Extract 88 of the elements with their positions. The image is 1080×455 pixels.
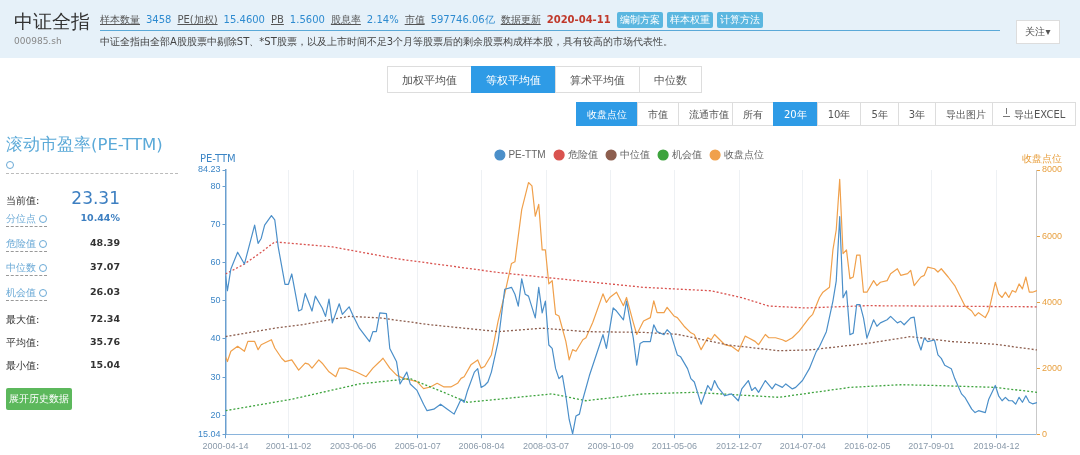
text: 3458 xyxy=(146,14,172,25)
text: 平均值: xyxy=(6,336,40,350)
legend-label: 机会值 xyxy=(671,148,702,160)
text: 等权平均值 xyxy=(471,66,556,93)
text: 样本数量 xyxy=(100,14,140,25)
text: 最小值: xyxy=(6,359,40,373)
text: 当前值: xyxy=(6,194,40,208)
text: 中证全指 xyxy=(14,9,90,34)
legend-label: 中位值 xyxy=(619,148,650,160)
line-series xyxy=(225,241,1037,309)
y-tick-label: 70 xyxy=(210,218,221,229)
text: 市值 xyxy=(637,102,679,126)
text: 分位点 xyxy=(6,212,47,227)
text: 72.34 xyxy=(88,313,120,324)
text: 10年 xyxy=(816,102,862,126)
text: 37.07 xyxy=(88,261,120,272)
text: 35.76 xyxy=(88,336,120,347)
x-tick-label: 2011-05-06 xyxy=(651,441,698,452)
text: 机会值 xyxy=(6,286,47,301)
text: 计算方法 xyxy=(716,12,763,28)
text: 数据更新 xyxy=(500,14,541,25)
x-tick-label: 2001-11-02 xyxy=(265,441,312,452)
text: 收盘点位 xyxy=(576,102,638,126)
text: 23.31 xyxy=(70,188,120,208)
y-tick-label: 30 xyxy=(210,371,221,382)
x-tick-label: 2019-04-12 xyxy=(973,441,1020,452)
line-series xyxy=(225,377,1037,412)
text: 展开历史数据 xyxy=(6,388,72,410)
text: 48.39 xyxy=(88,237,120,248)
text: 1.5600 xyxy=(289,14,325,25)
y-tick-label: 40 xyxy=(210,333,221,344)
text: 2.14% xyxy=(366,14,399,25)
text: 15.4600 xyxy=(223,14,265,25)
y-tick-label: 20 xyxy=(210,409,221,420)
text: 滚动市盈率(PE-TTM) xyxy=(6,134,163,156)
text: 市值 xyxy=(404,14,425,25)
y-tick-label: 80 xyxy=(210,180,221,191)
text: 000985.sh xyxy=(14,36,62,46)
text: PE(加权) xyxy=(177,14,218,25)
y2-tick-label: 2000 xyxy=(1041,362,1063,373)
y-tick-label: 15.04 xyxy=(197,428,221,439)
text: 关注▾ xyxy=(1016,20,1060,44)
text: PB xyxy=(270,14,284,25)
y2-tick-label: 4000 xyxy=(1041,296,1063,307)
y-tick-label: 60 xyxy=(210,257,221,268)
text: 危险值 xyxy=(6,237,47,252)
text: 最大值: xyxy=(6,313,40,327)
x-tick-label: 2009-10-09 xyxy=(587,441,634,452)
y2-axis-title: 收盘点位 xyxy=(1022,152,1062,164)
x-tick-label: 2003-06-06 xyxy=(330,441,377,452)
y-tick-label: 50 xyxy=(210,295,221,306)
text: 样本权重 xyxy=(666,12,713,28)
text: 所有 xyxy=(732,102,774,126)
text: 加权平均值 xyxy=(387,66,472,93)
text: 3年 xyxy=(897,102,937,126)
text: 20年 xyxy=(773,102,818,126)
text: 算术平均值 xyxy=(555,66,640,93)
y2-tick-label: 0 xyxy=(1041,428,1047,439)
text: 26.03 xyxy=(88,286,120,297)
legend-label: 收盘点位 xyxy=(723,148,764,160)
y-tick-label: 84.23 xyxy=(197,164,221,175)
x-tick-label: 2012-12-07 xyxy=(715,441,763,452)
text: 2020-04-11 xyxy=(546,14,611,25)
text: 导出EXCEL xyxy=(992,102,1077,126)
text: 编制方案 xyxy=(616,12,663,28)
y2-tick-label: 8000 xyxy=(1041,164,1063,175)
text: 597746.06亿 xyxy=(430,14,495,25)
text: 中位数 xyxy=(6,261,47,276)
x-tick-label: 2000-04-14 xyxy=(202,441,249,452)
x-tick-label: 2014-07-04 xyxy=(779,441,826,452)
text: 10.44% xyxy=(79,212,120,223)
text: 流通市值 xyxy=(678,102,740,126)
x-tick-label: 2016-02-05 xyxy=(844,441,891,452)
legend-label: PE-TTM xyxy=(508,148,546,160)
x-tick-label: 2005-01-07 xyxy=(394,441,441,452)
x-tick-label: 2017-09-01 xyxy=(908,441,955,452)
x-tick-label: 2008-03-07 xyxy=(523,441,570,452)
text: 中位数 xyxy=(639,66,702,93)
line-series xyxy=(225,315,1037,352)
text: 股息率 xyxy=(330,14,361,25)
legend-label: 危险值 xyxy=(567,148,598,160)
y2-tick-label: 6000 xyxy=(1041,230,1063,241)
text: 中证全指由全部A股股票中剔除ST、*ST股票，以及上市时间不足3个月等股票后的剩余股票构成样本股，具有较高的市场代表性。 xyxy=(100,35,674,49)
text: 5年 xyxy=(860,102,899,126)
text: 导出图片 xyxy=(935,102,997,126)
y-axis-title: PE-TTM xyxy=(200,152,236,164)
x-tick-label: 2006-08-04 xyxy=(458,441,505,452)
text: 15.04 xyxy=(88,359,120,370)
